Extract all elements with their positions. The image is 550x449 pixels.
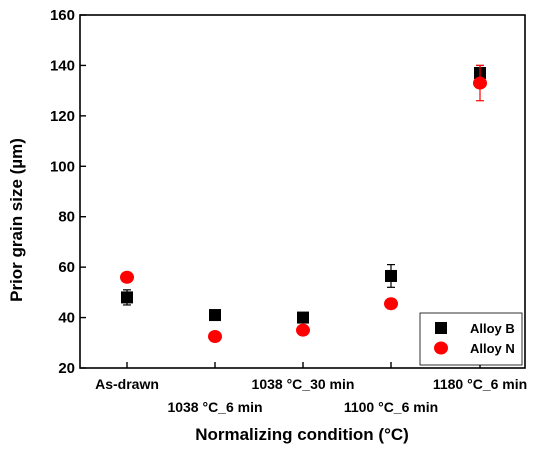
- chart-marks: [120, 64, 487, 343]
- legend-label: Alloy N: [470, 341, 515, 356]
- y-tick-label: 160: [50, 7, 75, 24]
- legend-marker-alloy-n: [434, 341, 448, 355]
- y-tick-label: 20: [58, 360, 75, 377]
- data-point-alloy-n: [473, 76, 487, 90]
- x-tick-label: 1038 °C_6 min: [167, 399, 262, 415]
- y-axis-title: Prior grain size (µm): [7, 138, 26, 302]
- data-point-alloy-b: [297, 311, 309, 324]
- y-tick-label: 140: [50, 57, 75, 74]
- legend-box: [419, 312, 523, 366]
- x-tick-label: 1038 °C_30 min: [252, 376, 355, 392]
- data-point-alloy-n: [208, 329, 222, 343]
- data-point-alloy-n: [120, 270, 134, 284]
- legend: Alloy B Alloy N: [419, 312, 523, 366]
- x-axis-title: Normalizing condition (°C): [195, 425, 409, 444]
- x-tick-label: 1100 °C_6 min: [344, 399, 438, 415]
- axes: 20 40 60 80 100 120 140 160 As-drawn 1038 °C_6 mi…: [50, 7, 527, 415]
- data-point-alloy-b: [385, 269, 397, 282]
- y-tick-label: 60: [58, 259, 75, 276]
- y-tick-label: 100: [50, 158, 75, 175]
- legend-label: Alloy B: [470, 321, 515, 336]
- data-point-alloy-n: [384, 297, 398, 311]
- data-point-alloy-b: [209, 309, 221, 322]
- y-tick-label: 40: [58, 310, 75, 327]
- data-point-alloy-n: [296, 323, 310, 337]
- y-tick-label: 120: [50, 108, 75, 125]
- x-tick-label: As-drawn: [95, 376, 159, 392]
- data-point-alloy-b: [121, 291, 133, 304]
- y-tick-label: 80: [58, 209, 75, 226]
- legend-marker-alloy-b: [435, 322, 447, 334]
- x-tick-label: 1180 °C_6 min: [433, 376, 527, 392]
